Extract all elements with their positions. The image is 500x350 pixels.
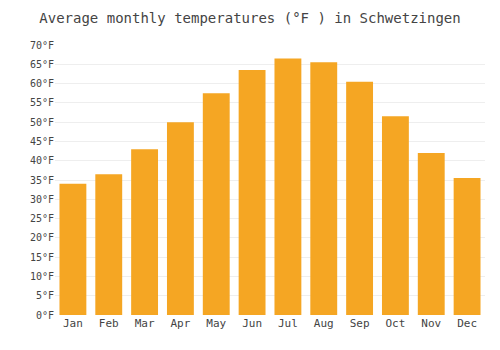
svg-text:Dec: Dec — [457, 317, 477, 330]
svg-text:55°F: 55°F — [30, 97, 54, 108]
svg-text:65°F: 65°F — [30, 59, 54, 70]
svg-text:15°F: 15°F — [30, 252, 54, 263]
svg-text:Jun: Jun — [242, 317, 262, 330]
svg-text:Average monthly temperatures (: Average monthly temperatures (°F ) in Sc… — [39, 10, 460, 26]
svg-text:30°F: 30°F — [30, 194, 54, 205]
svg-text:10°F: 10°F — [30, 271, 54, 282]
svg-text:70°F: 70°F — [30, 40, 54, 51]
svg-text:Mar: Mar — [135, 317, 155, 330]
svg-text:45°F: 45°F — [30, 136, 54, 147]
svg-text:5°F: 5°F — [36, 290, 54, 301]
svg-text:35°F: 35°F — [30, 175, 54, 186]
svg-text:Jan: Jan — [63, 317, 83, 330]
svg-text:Aug: Aug — [314, 317, 334, 330]
svg-text:Apr: Apr — [170, 317, 190, 330]
svg-text:Feb: Feb — [99, 317, 119, 330]
svg-text:Sep: Sep — [350, 317, 370, 330]
svg-text:50°F: 50°F — [30, 117, 54, 128]
svg-text:25°F: 25°F — [30, 213, 54, 224]
svg-text:Jul: Jul — [278, 317, 298, 330]
svg-text:Nov: Nov — [421, 317, 441, 330]
svg-text:60°F: 60°F — [30, 78, 54, 89]
svg-text:Oct: Oct — [385, 317, 405, 330]
svg-text:May: May — [206, 317, 226, 330]
svg-text:40°F: 40°F — [30, 155, 54, 166]
svg-text:20°F: 20°F — [30, 232, 54, 243]
svg-text:0°F: 0°F — [36, 310, 54, 321]
